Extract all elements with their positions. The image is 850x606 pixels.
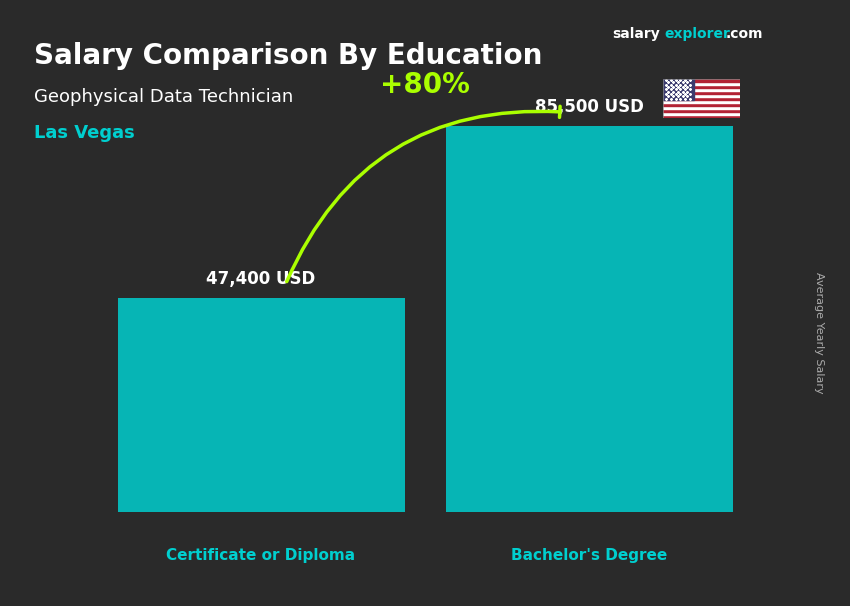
Text: 85,500 USD: 85,500 USD xyxy=(535,98,643,116)
Text: Geophysical Data Technician: Geophysical Data Technician xyxy=(34,88,293,106)
Text: Certificate or Diploma: Certificate or Diploma xyxy=(167,548,355,563)
Bar xyxy=(663,94,740,97)
Bar xyxy=(117,298,405,511)
Bar xyxy=(663,97,740,100)
Bar xyxy=(663,88,740,91)
Text: Las Vegas: Las Vegas xyxy=(34,124,135,142)
Bar xyxy=(663,85,740,88)
Bar xyxy=(663,106,740,109)
Text: +80%: +80% xyxy=(380,71,470,99)
Bar xyxy=(663,82,740,85)
Bar xyxy=(663,115,740,118)
Text: Salary Comparison By Education: Salary Comparison By Education xyxy=(34,42,542,70)
Bar xyxy=(663,112,740,115)
Bar xyxy=(663,109,740,112)
Text: Average Yearly Salary: Average Yearly Salary xyxy=(814,273,824,394)
Bar xyxy=(663,79,694,100)
Text: .com: .com xyxy=(726,27,763,41)
Text: explorer: explorer xyxy=(665,27,730,41)
Bar xyxy=(663,79,740,82)
Bar xyxy=(663,103,740,106)
Text: 47,400 USD: 47,400 USD xyxy=(207,270,315,288)
Text: salary: salary xyxy=(612,27,660,41)
Bar xyxy=(663,91,740,94)
Bar xyxy=(663,100,740,103)
Bar xyxy=(445,125,733,511)
Text: Bachelor's Degree: Bachelor's Degree xyxy=(511,548,667,563)
